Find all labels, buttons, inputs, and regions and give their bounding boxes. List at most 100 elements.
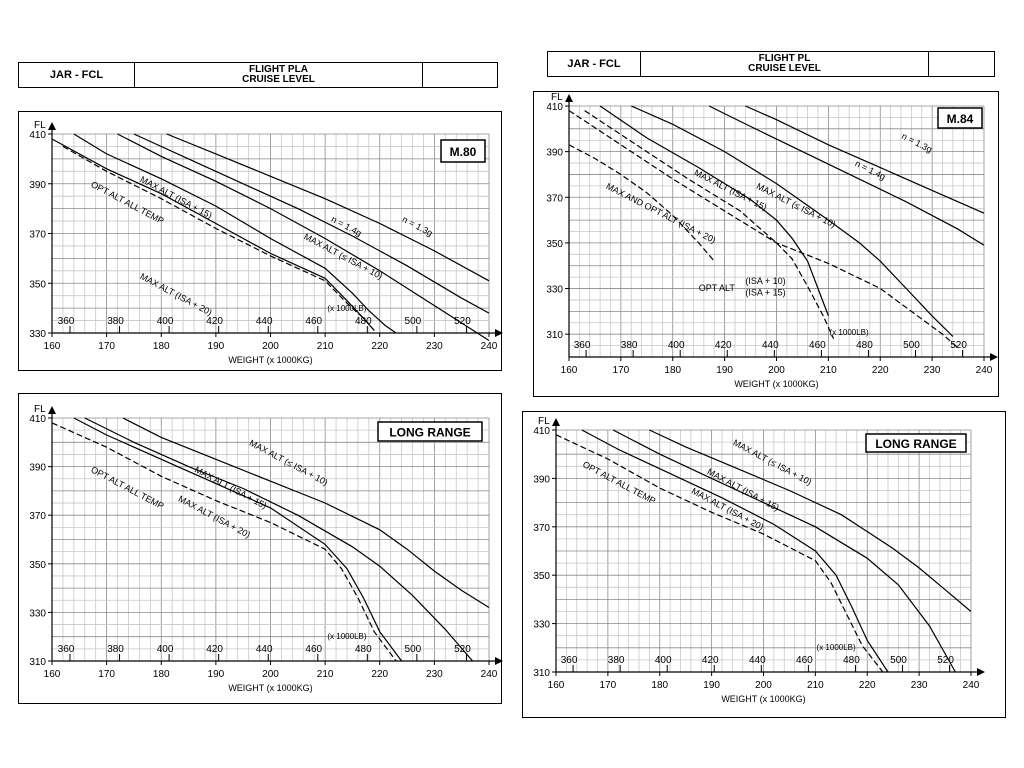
y-tick-label: 370 bbox=[546, 193, 563, 204]
series-line bbox=[62, 145, 375, 331]
series-annotation: (ISA + 15) bbox=[745, 287, 785, 297]
chart-title: LONG RANGE bbox=[875, 437, 956, 451]
header-right-title-line2: CRUISE LEVEL bbox=[748, 63, 821, 74]
chart-title-box bbox=[937, 107, 983, 129]
lb-tick-label: 500 bbox=[890, 655, 907, 666]
x-tick-label: 190 bbox=[208, 669, 225, 680]
header-left: JAR - FCL FLIGHT PLA CRUISE LEVEL bbox=[18, 62, 498, 88]
y-tick-label: 390 bbox=[546, 148, 563, 159]
x-tick-label: 170 bbox=[600, 680, 617, 691]
series-annotation: (ISA + 10) bbox=[745, 276, 785, 286]
x-tick-label: 220 bbox=[371, 669, 388, 680]
x-axis-label: WEIGHT (x 1000KG) bbox=[228, 355, 312, 365]
y-tick-label: 330 bbox=[29, 608, 46, 619]
y-tick-label: 410 bbox=[29, 130, 46, 141]
x-tick-label: 160 bbox=[561, 365, 578, 376]
series-annotation: MAX ALT (≤ ISA + 10) bbox=[248, 438, 330, 488]
x-tick-label: 180 bbox=[153, 669, 170, 680]
chart-panel-m84: FL 310 330 350 370 390 410 160 170 180 190 200 210 22… bbox=[533, 91, 999, 397]
x-tick-label: 210 bbox=[317, 669, 334, 680]
chart-long-range-right: FL 310 330 350 370 390 410 160 170 180 190 200 210 22… bbox=[533, 416, 985, 704]
lb-tick-label: 440 bbox=[256, 644, 273, 655]
lb-tick-label: 460 bbox=[305, 316, 322, 327]
y-axis-arrow bbox=[48, 406, 56, 414]
lb-tick-label: 360 bbox=[58, 644, 75, 655]
lb-tick-label: 380 bbox=[621, 340, 638, 351]
series-annotation: MAX ALT (ISA + 20) bbox=[138, 271, 213, 317]
lb-tick-label: 520 bbox=[950, 340, 967, 351]
series-line bbox=[581, 429, 889, 673]
x-tick-label: 180 bbox=[651, 680, 668, 691]
chart-m84: FL 310 330 350 370 390 410 160 170 180 190 200 210 22… bbox=[546, 92, 998, 389]
chart-panel-long-range-right: FL 310 330 350 370 390 410 160 170 180 190 200 210 22… bbox=[522, 411, 1006, 718]
chart-title: LONG RANGE bbox=[389, 426, 470, 440]
fl-axis-label: FL bbox=[34, 404, 46, 415]
lb-unit-label: (x 1000LB) bbox=[817, 643, 856, 652]
header-right: JAR - FCL FLIGHT PL CRUISE LEVEL bbox=[547, 51, 995, 77]
y-tick-label: 350 bbox=[29, 279, 46, 290]
chart-title-box bbox=[377, 421, 483, 442]
y-tick-label: 390 bbox=[533, 474, 550, 485]
y-tick-label: 330 bbox=[29, 329, 46, 340]
series-line bbox=[166, 133, 490, 282]
x-tick-label: 170 bbox=[98, 341, 115, 352]
series-line bbox=[51, 422, 397, 662]
chart-title: M.84 bbox=[947, 112, 974, 126]
y-tick-label: 390 bbox=[29, 463, 46, 474]
lb-unit-label: (x 1000LB) bbox=[830, 328, 869, 337]
series-annotation: MAX AND OPT ALT (ISA + 20) bbox=[604, 181, 717, 245]
x-axis-arrow bbox=[977, 668, 985, 676]
y-tick-label: 310 bbox=[533, 668, 550, 679]
y-axis-arrow bbox=[565, 94, 573, 102]
header-left-title-line1: FLIGHT PLA bbox=[249, 64, 308, 75]
fl-axis-label: FL bbox=[34, 120, 46, 131]
lb-tick-label: 380 bbox=[107, 316, 124, 327]
lb-tick-label: 480 bbox=[355, 316, 372, 327]
header-left-title: FLIGHT PLA CRUISE LEVEL bbox=[135, 63, 423, 87]
series-line bbox=[133, 133, 490, 314]
lb-tick-label: 380 bbox=[608, 655, 625, 666]
lb-tick-label: 500 bbox=[405, 644, 422, 655]
series-line bbox=[584, 110, 835, 339]
chart-title-box bbox=[865, 433, 967, 453]
series-line bbox=[84, 417, 474, 662]
series-line bbox=[73, 417, 403, 662]
y-tick-label: 410 bbox=[546, 102, 563, 113]
lb-tick-label: 440 bbox=[256, 316, 273, 327]
y-axis-arrow bbox=[48, 122, 56, 130]
y-tick-label: 350 bbox=[546, 239, 563, 250]
series-line bbox=[73, 133, 397, 334]
series-annotation: n = 1.3g bbox=[900, 131, 934, 155]
x-tick-label: 190 bbox=[208, 341, 225, 352]
fl-axis-label: FL bbox=[538, 416, 550, 427]
lb-tick-label: 480 bbox=[355, 644, 372, 655]
x-tick-label: 220 bbox=[872, 365, 889, 376]
series-line bbox=[612, 429, 956, 673]
fl-axis-label: FL bbox=[551, 92, 563, 103]
series-line bbox=[745, 105, 985, 214]
series-line bbox=[599, 105, 829, 317]
header-right-empty bbox=[929, 52, 994, 76]
chart-title-box bbox=[440, 139, 486, 163]
chart-panel-m80: FL 330 350 370 390 410 160 170 180 190 200 210 220 23… bbox=[18, 111, 503, 371]
y-tick-label: 310 bbox=[546, 330, 563, 341]
x-tick-label: 210 bbox=[807, 680, 824, 691]
series-annotation: n = 1.3g bbox=[401, 214, 435, 238]
header-left-title-line2: CRUISE LEVEL bbox=[242, 74, 315, 85]
y-tick-label: 310 bbox=[29, 657, 46, 668]
x-tick-label: 190 bbox=[703, 680, 720, 691]
y-tick-label: 410 bbox=[533, 426, 550, 437]
x-tick-label: 180 bbox=[153, 341, 170, 352]
series-line bbox=[631, 105, 954, 337]
lb-tick-label: 360 bbox=[574, 340, 591, 351]
series-line bbox=[51, 138, 375, 331]
y-axis-arrow bbox=[552, 418, 560, 426]
x-tick-label: 200 bbox=[755, 680, 772, 691]
x-tick-label: 220 bbox=[859, 680, 876, 691]
lb-tick-label: 360 bbox=[561, 655, 578, 666]
header-right-title: FLIGHT PL CRUISE LEVEL bbox=[641, 52, 929, 76]
x-tick-label: 240 bbox=[481, 669, 498, 680]
x-tick-label: 160 bbox=[44, 669, 61, 680]
x-tick-label: 230 bbox=[911, 680, 928, 691]
x-tick-label: 200 bbox=[262, 669, 279, 680]
